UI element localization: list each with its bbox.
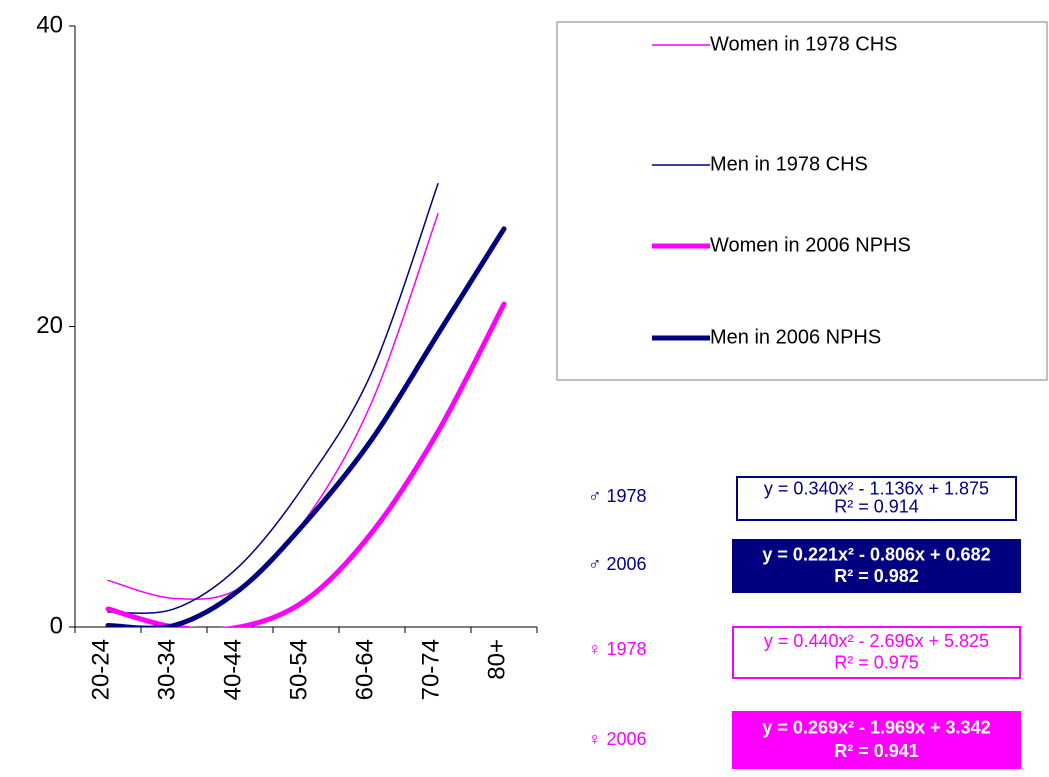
equation-box <box>736 476 1017 521</box>
equation-box <box>732 626 1021 679</box>
equation-box <box>732 711 1021 769</box>
series-line <box>105 226 507 627</box>
equation-text: y = 0.440x² - 2.696x + 5.825 <box>764 631 989 651</box>
annotation-label: ♀ 1978 <box>588 639 647 659</box>
equation-text: R² = 0.982 <box>834 566 919 586</box>
equation-text: R² = 0.914 <box>834 497 919 517</box>
x-tick-label: 60-64 <box>351 639 378 700</box>
legend-label: Women in 1978 CHS <box>710 33 898 55</box>
legend-label: Men in 2006 NPHS <box>710 326 881 348</box>
x-tick-label: 30-34 <box>153 639 180 700</box>
series-line <box>107 213 439 600</box>
equation-text: y = 0.340x² - 1.136x + 1.875 <box>764 479 989 499</box>
equation-text: R² = 0.975 <box>834 652 919 672</box>
legend-box <box>556 21 1048 381</box>
x-tick-label: 20-24 <box>87 639 114 700</box>
equation-text: R² = 0.941 <box>834 741 919 761</box>
annotation-label: ♂ 1978 <box>588 486 647 506</box>
series-line <box>107 183 439 615</box>
equation-text: y = 0.269x² - 1.969x + 3.342 <box>762 718 990 738</box>
x-tick-label: 40-44 <box>219 639 246 700</box>
y-tick-label: 20 <box>36 312 63 339</box>
annotation-label: ♂ 2006 <box>588 554 647 574</box>
y-tick-label: 0 <box>50 612 63 639</box>
series-line <box>105 301 507 627</box>
y-tick-label: 40 <box>36 11 63 38</box>
x-tick-label: 70-74 <box>417 639 444 700</box>
legend-label: Women in 2006 NPHS <box>710 234 911 256</box>
plot-area <box>105 183 507 627</box>
legend-label: Men in 1978 CHS <box>710 153 868 175</box>
annotation-label: ♀ 2006 <box>588 729 647 749</box>
equation-box <box>732 539 1021 593</box>
x-tick-label: 80+ <box>483 639 510 680</box>
x-tick-label: 50-54 <box>285 639 312 700</box>
equation-text: y = 0.221x² - 0.806x + 0.682 <box>762 544 990 564</box>
